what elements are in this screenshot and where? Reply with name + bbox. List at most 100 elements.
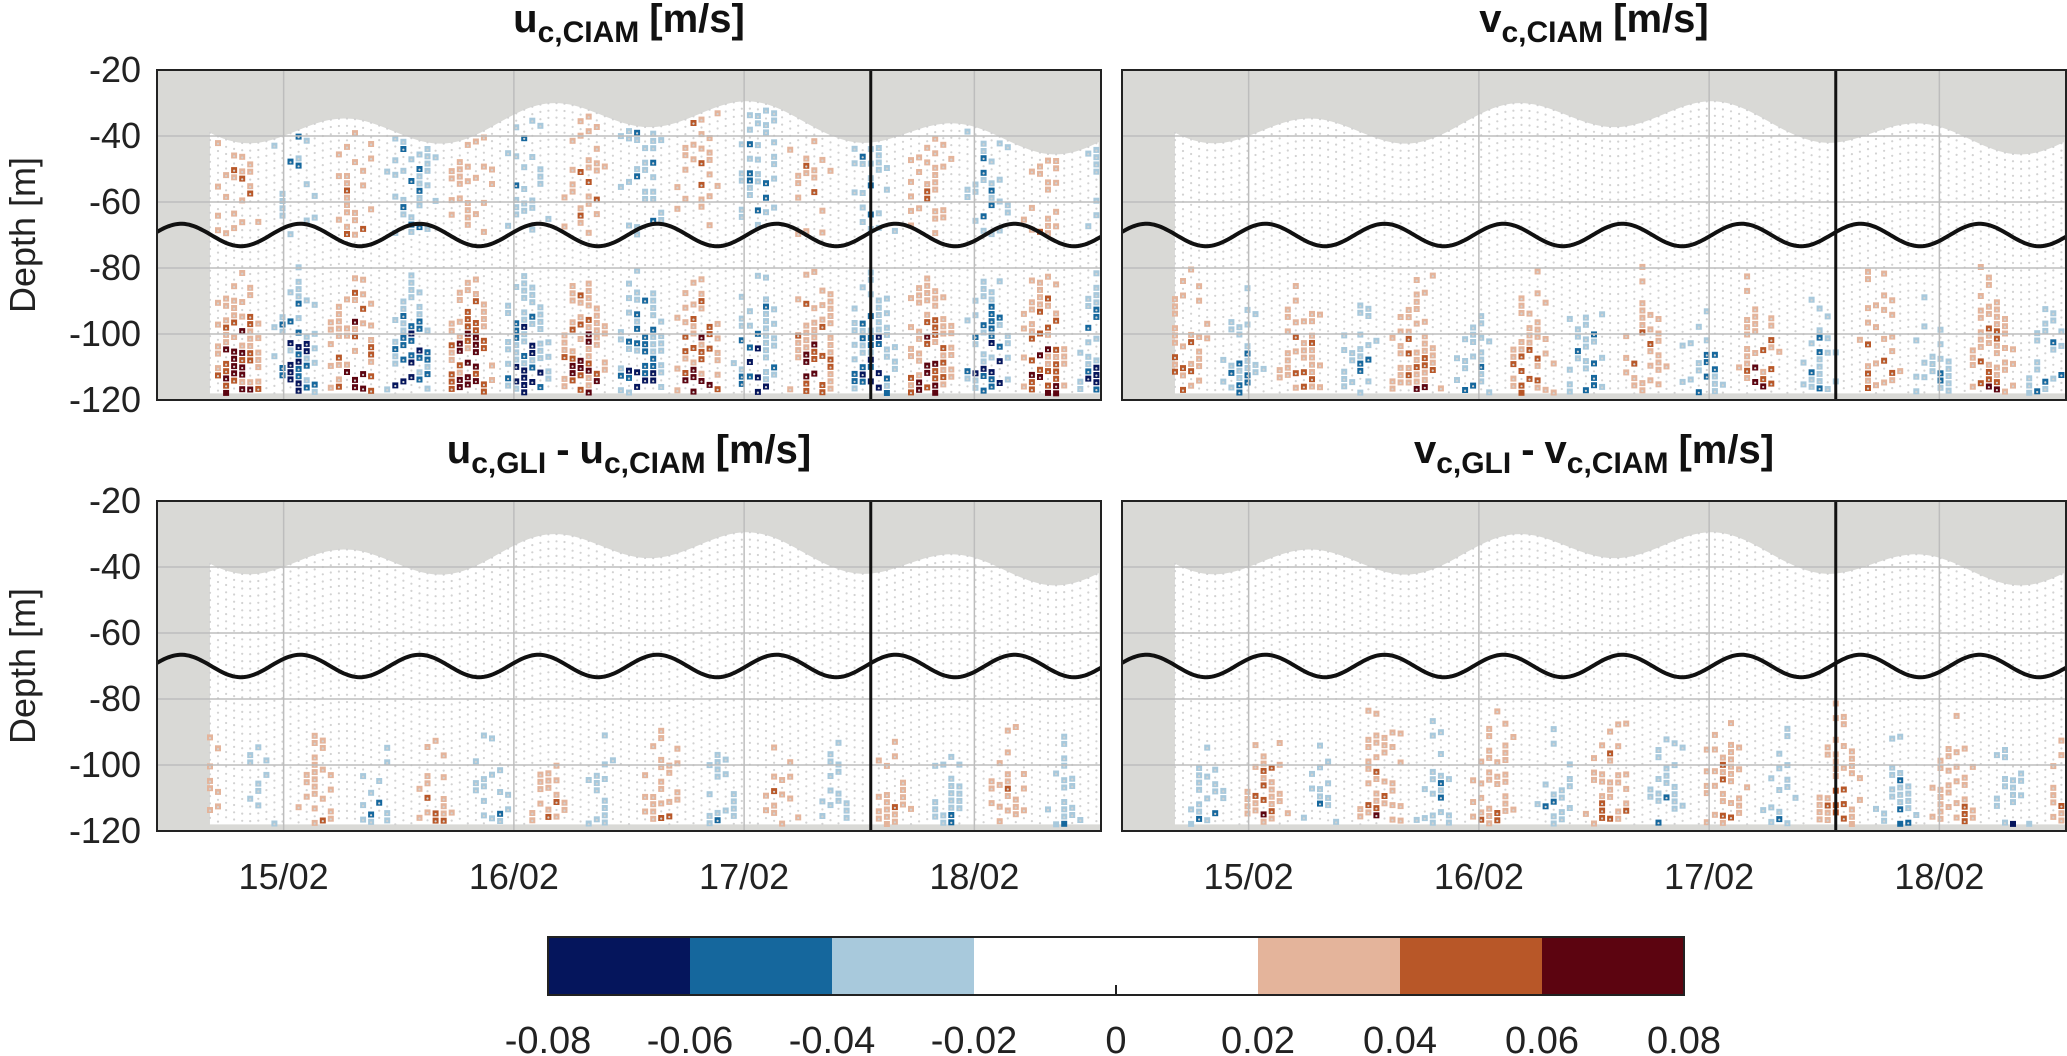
grid-dot (426, 213, 429, 217)
grid-dot (305, 321, 308, 324)
grid-dot (877, 154, 880, 157)
grid-dot (805, 361, 808, 364)
grid-dot (1006, 233, 1009, 236)
grid-dot (595, 264, 598, 267)
grid-dot (571, 162, 574, 165)
grid-dot (773, 279, 776, 282)
grid-dot (474, 322, 477, 325)
grid-dot (958, 238, 961, 241)
grid-dot (297, 187, 300, 190)
grid-dot (893, 346, 897, 349)
grid-dot (877, 176, 880, 179)
grid-dot (909, 203, 913, 206)
grid-dot (386, 309, 389, 312)
grid-dot (1014, 375, 1017, 378)
grid-dot (942, 231, 945, 234)
grid-dot (418, 357, 421, 360)
grid-dot (732, 123, 735, 126)
grid-dot (668, 130, 671, 133)
grid-dot (708, 311, 711, 315)
grid-dot (523, 275, 526, 278)
grid-dot (837, 289, 840, 292)
grid-dot (233, 249, 236, 252)
grid-dot (966, 153, 969, 156)
grid-dot (321, 323, 324, 326)
grid-dot (225, 312, 228, 315)
grid-dot (740, 209, 743, 212)
grid-dot (208, 255, 212, 258)
grid-dot (321, 185, 324, 188)
grid-dot (805, 288, 808, 291)
grid-dot (587, 261, 590, 264)
grid-dot (241, 236, 244, 239)
grid-dot (829, 337, 832, 340)
grid-dot (700, 177, 703, 180)
grid-dot (853, 213, 856, 216)
grid-dot (732, 224, 735, 227)
grid-dot (329, 242, 332, 245)
grid-dot (1006, 161, 1009, 164)
grid-dot (619, 193, 622, 196)
grid-dot (337, 146, 340, 149)
grid-dot (208, 385, 212, 388)
grid-dot (845, 335, 848, 338)
grid-dot (627, 181, 631, 184)
grid-dot (821, 217, 824, 220)
grid-dot (918, 164, 921, 167)
grid-dot (998, 288, 1001, 291)
grid-dot (257, 301, 260, 304)
grid-dot (257, 388, 260, 391)
grid-dot (926, 227, 929, 230)
grid-dot (216, 273, 220, 276)
grid-dot (716, 258, 719, 261)
grid-dot (958, 137, 961, 140)
grid-dot (789, 301, 792, 304)
grid-dot (1006, 357, 1009, 360)
grid-dot (644, 300, 647, 303)
grid-dot (837, 231, 840, 234)
grid-dot (499, 353, 502, 356)
grid-dot (716, 367, 719, 370)
grid-dot (402, 170, 405, 173)
grid-dot (958, 318, 961, 321)
grid-dot (1038, 383, 1042, 387)
grid-dot (1014, 186, 1017, 189)
grid-dot (676, 382, 679, 385)
grid-dot (523, 115, 526, 119)
grid-dot (225, 290, 228, 294)
grid-dot (732, 268, 735, 271)
grid-dot (918, 128, 921, 131)
grid-dot (901, 271, 905, 274)
grid-dot (402, 322, 405, 325)
grid-dot (676, 237, 679, 240)
grid-dot (748, 303, 752, 306)
grid-dot (901, 300, 905, 303)
grid-dot (990, 335, 993, 338)
grid-dot (1014, 164, 1017, 168)
grid-dot (466, 296, 469, 300)
grid-dot (466, 369, 469, 372)
grid-dot (410, 173, 413, 176)
grid-dot (273, 326, 276, 329)
grid-dot (668, 341, 671, 344)
grid-dot (901, 133, 905, 136)
grid-dot (982, 208, 985, 211)
grid-dot (345, 298, 349, 302)
grid-dot (966, 327, 969, 330)
grid-dot (386, 185, 389, 188)
grid-dot (216, 244, 220, 247)
grid-dot (241, 229, 244, 232)
grid-dot (555, 196, 558, 199)
grid-dot (748, 347, 752, 350)
grid-dot (579, 142, 582, 145)
grid-dot (668, 290, 671, 293)
grid-dot (273, 196, 276, 199)
grid-dot (555, 239, 558, 243)
grid-dot (781, 210, 784, 213)
grid-dot (716, 345, 719, 348)
grid-dot (861, 345, 864, 348)
grid-dot (934, 312, 937, 315)
grid-dot (732, 115, 735, 118)
grid-dot (652, 242, 655, 245)
grid-dot (539, 270, 542, 273)
